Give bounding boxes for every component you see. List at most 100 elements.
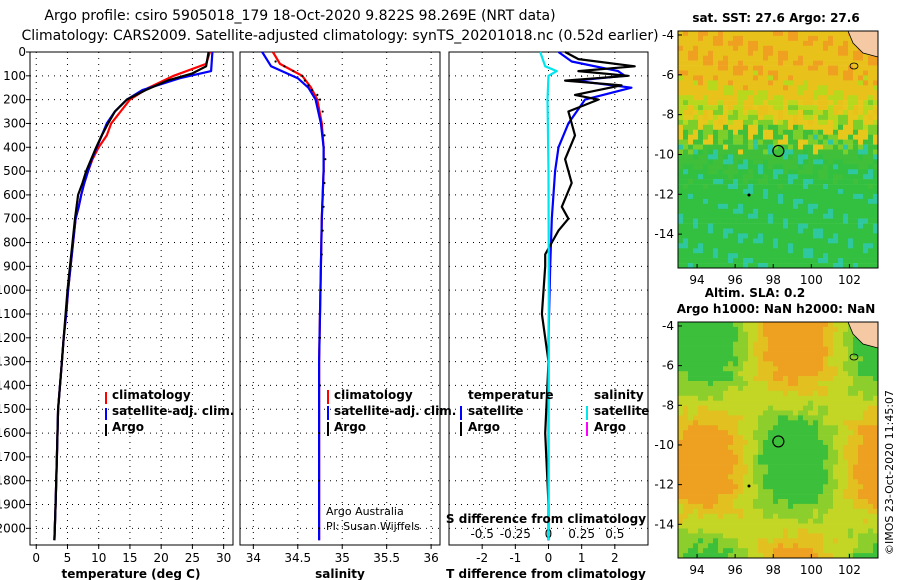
map-cell (763, 499, 769, 505)
map-cell (688, 430, 694, 436)
map-cell (818, 449, 824, 455)
map-cell (868, 80, 874, 86)
map-cell (728, 95, 734, 101)
map-cell (828, 518, 834, 524)
map-cell (678, 341, 684, 347)
map-cell (733, 100, 739, 106)
map-cell (703, 322, 709, 328)
map-cell (868, 494, 874, 500)
map-cell (778, 223, 784, 229)
map-cell (788, 213, 794, 219)
map-cell (753, 169, 759, 175)
map-cell (718, 233, 724, 239)
map-cell (783, 70, 789, 76)
map-cell (783, 469, 789, 475)
map-cell (843, 400, 849, 406)
map-cell (848, 449, 854, 455)
map-cell (868, 258, 874, 264)
map-cell (748, 361, 754, 367)
map-cell (708, 169, 714, 175)
map-cell (838, 553, 844, 559)
map-cell (843, 223, 849, 229)
map-cell (813, 415, 819, 421)
map-cell (838, 464, 844, 470)
map-cell (773, 110, 779, 116)
map-cell (753, 35, 759, 42)
map-cell (773, 528, 779, 534)
map-cell (838, 179, 844, 185)
map-cell (848, 376, 854, 382)
map-cell (823, 50, 829, 56)
map-cell (863, 508, 869, 514)
map-cell (723, 110, 729, 116)
map-cell (843, 395, 849, 401)
map-cell (873, 425, 879, 431)
map-cell (838, 203, 844, 209)
map-cell (838, 50, 844, 56)
map-cell (773, 533, 779, 539)
map-cell (853, 410, 859, 416)
map-cell (868, 213, 874, 219)
map-cell (808, 149, 814, 155)
map-cell (688, 253, 694, 259)
map-cell (728, 218, 734, 224)
temperature-xlabel: temperature (deg C) (62, 567, 201, 580)
map-cell (708, 189, 714, 195)
map-cell (773, 459, 779, 465)
map-cell (728, 489, 734, 495)
map-cell (708, 361, 714, 367)
map-cell (703, 513, 709, 519)
map-cell (703, 479, 709, 485)
map-cell (753, 499, 759, 505)
map-cell (738, 371, 744, 377)
map-cell (873, 503, 879, 510)
map-cell (868, 479, 874, 485)
map-cell (758, 208, 764, 214)
map-cell (753, 100, 759, 106)
map-cell (813, 50, 819, 56)
map-cell (863, 174, 869, 180)
map-cell (713, 238, 719, 244)
map-cell (853, 528, 859, 534)
map-cell (743, 35, 749, 42)
map-cell (748, 351, 754, 357)
map-cell (683, 499, 689, 505)
map-cell (678, 371, 684, 377)
map-cell (733, 243, 739, 249)
y-tick-label: 700 (3, 212, 26, 226)
map-cell (758, 361, 764, 367)
map-cell (683, 553, 689, 559)
map-cell (693, 553, 699, 559)
map-cell (783, 376, 789, 382)
map-cell (703, 100, 709, 106)
map-cell (823, 105, 829, 111)
map-cell (748, 425, 754, 431)
map-cell (873, 415, 879, 421)
map-cell (738, 331, 744, 337)
map-cell (858, 179, 864, 185)
map-cell (703, 40, 709, 47)
map-cell (678, 189, 684, 195)
map-cell (828, 356, 834, 362)
map-cell (808, 184, 814, 190)
map-cell (843, 159, 849, 165)
map-cell (823, 390, 829, 396)
map-cell (838, 415, 844, 421)
map-cell (798, 110, 804, 116)
map-cell (758, 435, 764, 441)
map-cell (733, 499, 739, 505)
map-cell (793, 528, 799, 534)
map-cell (818, 405, 824, 411)
map-cell (833, 105, 839, 111)
map-cell (828, 528, 834, 534)
map-cell (698, 371, 704, 377)
map-cell (858, 449, 864, 455)
map-cell (843, 243, 849, 249)
map-cell (828, 469, 834, 475)
map-cell (868, 228, 874, 234)
map-cell (783, 100, 789, 106)
map-cell (753, 331, 759, 337)
map-cell (683, 144, 689, 150)
map-cell (728, 213, 734, 219)
map-cell (753, 253, 759, 259)
